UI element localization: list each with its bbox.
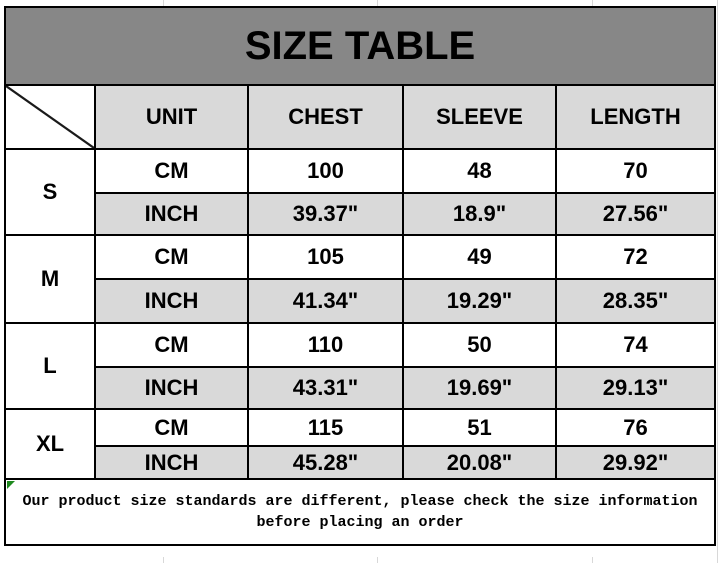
margin-gridline <box>592 557 593 563</box>
cell-xl-cm-unit: CM <box>94 408 249 447</box>
margin-gridline <box>163 0 164 6</box>
cell-m-inch-unit: INCH <box>94 278 249 324</box>
cell-m-cm-chest: 105 <box>247 234 404 280</box>
margin-gridline <box>163 557 164 563</box>
size-label-s: S <box>4 148 96 236</box>
cell-s-cm-length: 70 <box>554 148 717 194</box>
cell-l-inch-length: 29.13" <box>554 366 717 410</box>
cell-m-cm-length: 72 <box>554 234 717 280</box>
cell-s-inch-length: 27.56" <box>554 192 717 236</box>
cell-l-cm-length: 74 <box>554 322 717 368</box>
table-row-m-inch: INCH 41.34" 19.29" 28.35" <box>5 278 717 324</box>
page-title: SIZE TABLE <box>3 6 717 86</box>
col-header-sleeve: SLEEVE <box>402 84 557 150</box>
cell-xl-inch-chest: 45.28" <box>247 445 404 480</box>
cell-l-inch-sleeve: 19.69" <box>402 366 557 410</box>
diagonal-header-cell <box>4 84 96 150</box>
cell-l-cm-sleeve: 50 <box>402 322 557 368</box>
cell-l-inch-chest: 43.31" <box>247 366 404 410</box>
col-header-chest: CHEST <box>247 84 404 150</box>
table-row-m-cm: M CM 105 49 72 <box>4 234 717 324</box>
cell-s-cm-sleeve: 48 <box>402 148 557 194</box>
excel-error-indicator-icon <box>7 481 15 489</box>
table-row-s-cm: S CM 100 48 70 <box>4 148 717 236</box>
size-note-line1: Our product size standards are different… <box>22 493 698 510</box>
cell-s-cm-unit: CM <box>94 148 249 194</box>
size-label-m: M <box>4 234 96 324</box>
cell-l-cm-unit: CM <box>94 322 249 368</box>
size-label-l: L <box>4 322 96 410</box>
size-note-line2: before placing an order <box>256 514 464 531</box>
cell-xl-cm-chest: 115 <box>247 408 404 447</box>
cell-m-cm-sleeve: 49 <box>402 234 557 280</box>
table-row-s-inch: INCH 39.37" 18.9" 27.56" <box>5 192 717 236</box>
cell-l-cm-chest: 110 <box>247 322 404 368</box>
margin-gridline <box>377 0 378 6</box>
diagonal-line-icon <box>6 86 94 148</box>
cell-xl-inch-length: 29.92" <box>554 445 717 480</box>
col-header-unit: UNIT <box>94 84 249 150</box>
table-row-xl-inch: INCH 45.28" 20.08" 29.92" <box>5 445 717 480</box>
cell-xl-cm-sleeve: 51 <box>402 408 557 447</box>
margin-gridline <box>377 557 378 563</box>
cell-s-inch-unit: INCH <box>94 192 249 236</box>
cell-s-inch-chest: 39.37" <box>247 192 404 236</box>
cell-m-inch-length: 28.35" <box>554 278 717 324</box>
cell-m-inch-chest: 41.34" <box>247 278 404 324</box>
cell-s-cm-chest: 100 <box>247 148 404 194</box>
margin-gridline <box>717 0 718 563</box>
table-row-l-cm: L CM 110 50 74 <box>4 322 717 410</box>
table-row-xl-cm: XL CM 115 51 76 <box>4 408 717 480</box>
cell-xl-inch-unit: INCH <box>94 445 249 480</box>
table-row-l-inch: INCH 43.31" 19.69" 29.13" <box>5 366 717 410</box>
cell-xl-cm-length: 76 <box>554 408 717 447</box>
size-label-xl: XL <box>4 408 96 480</box>
size-note: Our product size standards are different… <box>3 478 717 546</box>
cell-l-inch-unit: INCH <box>94 366 249 410</box>
col-header-length: LENGTH <box>554 84 717 150</box>
margin-gridline <box>592 0 593 6</box>
size-table: SIZE TABLE UNIT CHEST SLEEVE LENGTH S CM… <box>3 6 717 546</box>
cell-s-inch-sleeve: 18.9" <box>402 192 557 236</box>
cell-xl-inch-sleeve: 20.08" <box>402 445 557 480</box>
cell-m-inch-sleeve: 19.29" <box>402 278 557 324</box>
cell-m-cm-unit: CM <box>94 234 249 280</box>
